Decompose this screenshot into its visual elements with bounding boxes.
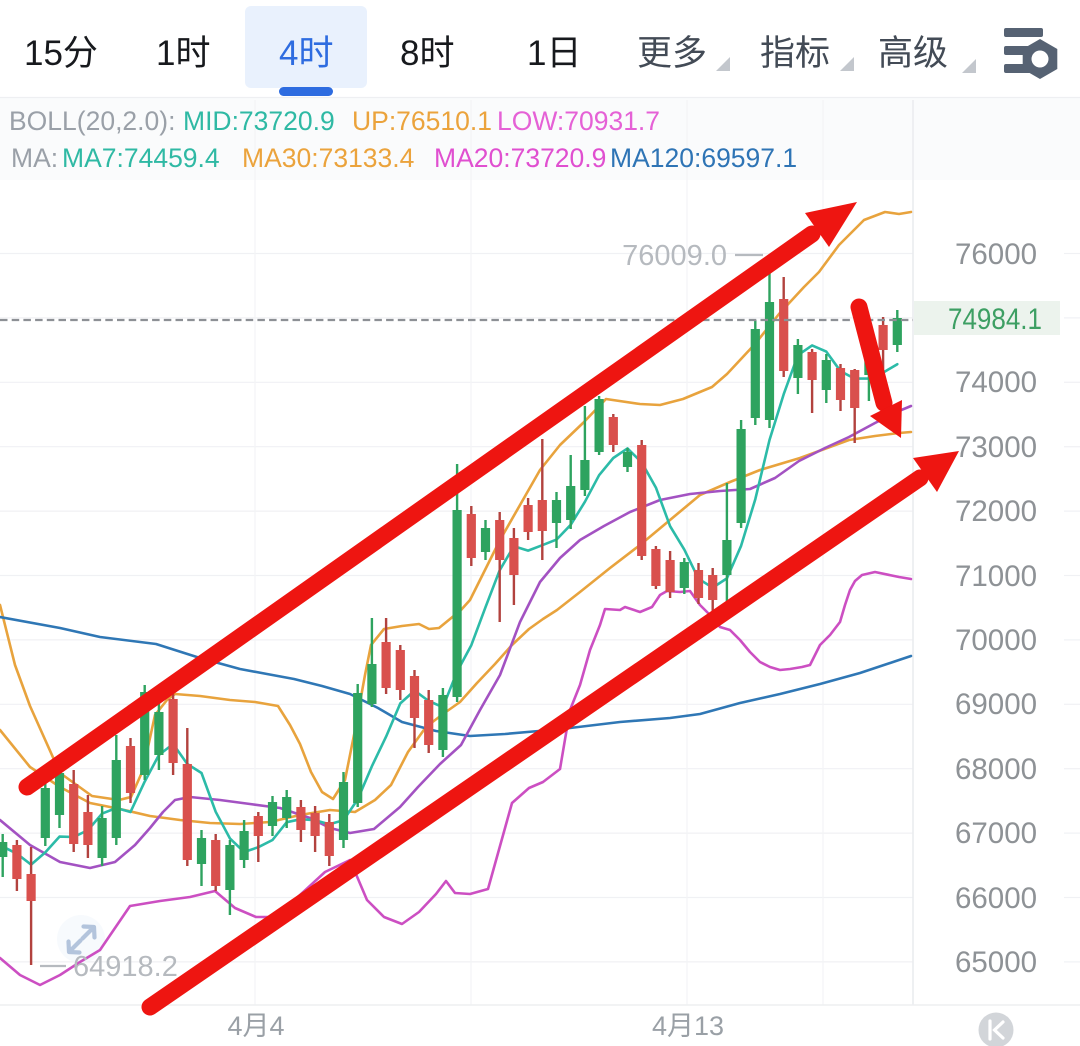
svg-text:LOW:70931.7: LOW:70931.7 — [497, 106, 660, 136]
svg-text:74000: 74000 — [955, 366, 1037, 399]
svg-text:MID:73720.9: MID:73720.9 — [183, 106, 335, 136]
svg-text:68000: 68000 — [955, 753, 1037, 786]
svg-text:69000: 69000 — [955, 688, 1037, 721]
svg-text:MA20:73720.9: MA20:73720.9 — [434, 143, 606, 173]
svg-text:67000: 67000 — [955, 817, 1037, 850]
svg-text:4时: 4时 — [279, 34, 333, 73]
svg-text:4月13: 4月13 — [652, 1011, 724, 1041]
svg-text:4月4: 4月4 — [227, 1011, 284, 1041]
svg-text:73000: 73000 — [955, 431, 1037, 464]
svg-text:MA30:73133.4: MA30:73133.4 — [242, 143, 414, 173]
svg-text:1日: 1日 — [527, 34, 581, 73]
svg-text:66000: 66000 — [955, 882, 1037, 915]
svg-text:UP:76510.1: UP:76510.1 — [352, 106, 492, 136]
svg-text:76009.0: 76009.0 — [622, 240, 727, 272]
svg-text:15分: 15分 — [24, 34, 98, 73]
svg-text:MA120:69597.1: MA120:69597.1 — [610, 143, 797, 173]
svg-text:70000: 70000 — [955, 624, 1037, 657]
svg-text:MA:: MA: — [11, 143, 58, 173]
svg-text:指标: 指标 — [760, 34, 830, 73]
svg-text:高级: 高级 — [878, 34, 948, 73]
svg-text:64918.2: 64918.2 — [73, 951, 178, 983]
svg-text:76000: 76000 — [955, 238, 1037, 271]
svg-text:更多: 更多 — [637, 34, 707, 73]
svg-text:65000: 65000 — [955, 946, 1037, 979]
svg-text:8时: 8时 — [400, 34, 454, 73]
svg-text:MA7:74459.4: MA7:74459.4 — [62, 143, 220, 173]
svg-text:74984.1: 74984.1 — [948, 303, 1042, 336]
svg-text:71000: 71000 — [955, 560, 1037, 593]
svg-text:72000: 72000 — [955, 495, 1037, 528]
svg-text:BOLL(20,2.0):: BOLL(20,2.0): — [9, 106, 175, 136]
svg-text:1时: 1时 — [156, 34, 210, 73]
